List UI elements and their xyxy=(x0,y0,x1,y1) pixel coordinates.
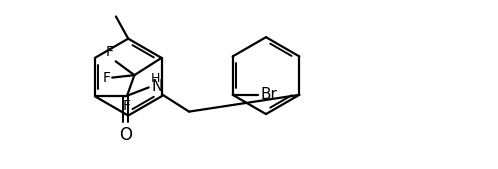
Text: H: H xyxy=(151,73,160,86)
Text: O: O xyxy=(119,126,132,144)
Text: F: F xyxy=(102,71,110,85)
Text: N: N xyxy=(151,79,162,94)
Text: F: F xyxy=(106,45,114,59)
Text: F: F xyxy=(123,99,131,113)
Text: Br: Br xyxy=(260,87,277,102)
